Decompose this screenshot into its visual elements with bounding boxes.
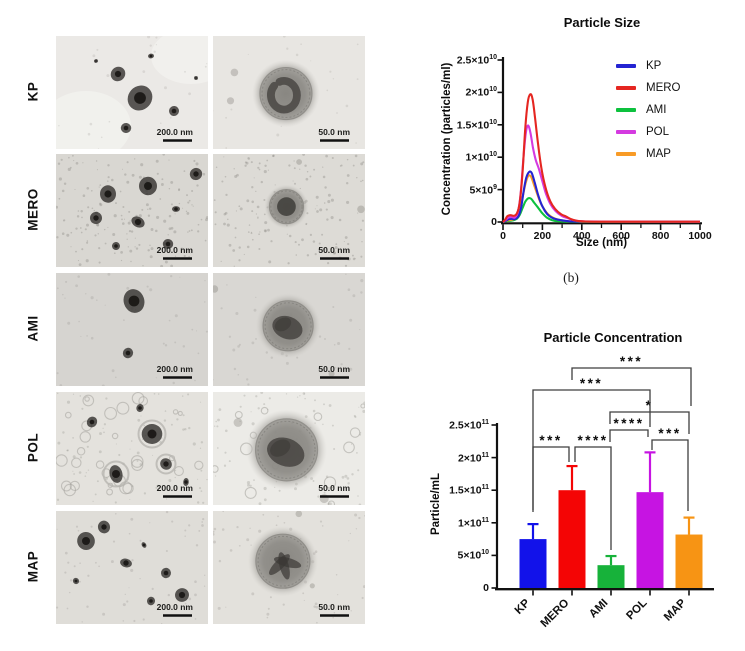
curve-map xyxy=(502,174,700,223)
scale-bar-label: 50.0 nm xyxy=(318,483,350,493)
significance-stars: *** xyxy=(620,354,643,369)
y-tick-label: 1×1011 xyxy=(457,516,489,530)
particle-size-legend: KP MERO AMI POL MAP xyxy=(616,55,681,165)
y-tick-label: 2.5×1011 xyxy=(449,419,489,432)
vesicle-fold xyxy=(270,439,291,457)
particle-size-x-axis-label: Size (nm) xyxy=(575,237,628,249)
bar-mero xyxy=(558,490,586,588)
tem-image-map-50nm xyxy=(213,511,365,624)
tem-row-label-kp: KP xyxy=(25,81,41,101)
scale-bar-label: 200.0 nm xyxy=(156,483,193,493)
legend-label: AMI xyxy=(646,104,667,116)
y-tick-label: 5×1010 xyxy=(457,549,489,562)
y-tick-label: 2×1011 xyxy=(457,451,489,465)
bar-map xyxy=(675,534,703,588)
legend-swatch xyxy=(616,130,636,134)
curve-ami xyxy=(502,197,700,224)
tem-image-mero-200nm xyxy=(56,154,208,267)
legend-label: MERO xyxy=(646,82,681,94)
particle-size-y-axis-label: Concentration (particles/ml) xyxy=(441,62,453,216)
y-tick-label: 2.5×1010 xyxy=(456,54,497,67)
y-tick-label: 0 xyxy=(483,582,489,594)
legend-item-map: MAP xyxy=(616,143,681,165)
bar-pol xyxy=(636,492,664,588)
legend-item-kp: KP xyxy=(616,55,681,77)
tem-image-background xyxy=(56,511,208,624)
scale-bar-label: 50.0 nm xyxy=(318,602,350,612)
tem-image-mero-50nm xyxy=(213,154,365,267)
significance-bracket-pol-map xyxy=(651,439,689,511)
scale-bar-label: 50.0 nm xyxy=(318,127,350,137)
tem-image-ami-50nm xyxy=(213,273,365,386)
x-tick-label: 1000 xyxy=(688,230,712,242)
tem-row-label-mero: MERO xyxy=(25,187,41,231)
scale-bar-label: 50.0 nm xyxy=(318,245,350,255)
legend-swatch xyxy=(616,64,636,68)
legend-label: KP xyxy=(646,60,662,72)
vesicle-fold xyxy=(274,317,292,332)
x-tick-label: 800 xyxy=(651,230,670,242)
y-tick-label: 1.5×1010 xyxy=(456,118,497,132)
particle-size-title: Particle Size xyxy=(563,15,641,30)
y-tick-label: 1×1010 xyxy=(465,151,497,164)
scale-bar-label: 200.0 nm xyxy=(156,602,193,612)
y-tick-label: 2×1010 xyxy=(465,86,497,99)
vesicle-fold xyxy=(277,197,296,216)
legend-label: POL xyxy=(646,126,670,138)
significance-bracket-mero-map xyxy=(571,367,692,406)
bar-kp xyxy=(519,539,547,588)
curve-mero xyxy=(502,93,700,223)
x-tick-label: 0 xyxy=(500,230,506,242)
scale-bar-label: 50.0 nm xyxy=(318,364,350,374)
legend-swatch xyxy=(616,152,636,156)
significance-bracket-ami-pol xyxy=(609,429,649,442)
tem-image-kp-50nm xyxy=(213,36,365,149)
y-tick-label: 5×109 xyxy=(469,183,497,197)
legend-item-mero: MERO xyxy=(616,77,681,99)
bar-ami xyxy=(597,565,625,588)
panel-b-caption: (b) xyxy=(563,270,579,285)
y-tick-label: 0 xyxy=(491,216,497,228)
tem-image-pol-200nm xyxy=(56,392,208,505)
scale-bar-label: 200.0 nm xyxy=(156,364,193,374)
tem-image-pol-50nm xyxy=(213,392,365,505)
significance-stars: *** xyxy=(580,376,603,391)
tem-image-background xyxy=(56,154,208,267)
x-tick-label: 400 xyxy=(573,230,591,242)
legend-item-pol: POL xyxy=(616,121,681,143)
significance-bracket-mero-ami xyxy=(574,446,612,550)
tem-row-label-map: MAP xyxy=(25,550,41,582)
particle-size-chart xyxy=(497,57,702,230)
significance-stars: *** xyxy=(539,433,562,448)
x-tick-label: 600 xyxy=(612,230,630,242)
scale-bar-label: 200.0 nm xyxy=(156,127,193,137)
tem-row-label-pol: POL xyxy=(25,432,41,462)
tem-row-label-ami: AMI xyxy=(25,314,41,342)
vesicle-fold xyxy=(269,554,290,576)
legend-label: MAP xyxy=(646,148,671,160)
particle-concentration-title: Particle Concentration xyxy=(543,330,683,345)
vesicle-fold xyxy=(267,77,301,114)
significance-stars: *** xyxy=(658,426,681,441)
particle-concentration-chart: *** ****************** xyxy=(491,354,714,596)
significance-bracket-kp-pol xyxy=(532,389,651,510)
significance-stars: **** xyxy=(613,416,644,431)
legend-item-ami: AMI xyxy=(616,99,681,121)
y-tick-label: 1.5×1011 xyxy=(449,484,489,497)
scale-bar-label: 200.0 nm xyxy=(156,245,193,255)
significance-stars: **** xyxy=(577,433,608,448)
x-tick-label: 200 xyxy=(533,230,552,242)
tem-image-kp-200nm xyxy=(56,36,208,149)
tem-image-map-200nm xyxy=(56,511,208,624)
legend-swatch xyxy=(616,86,636,90)
significance-stars: * xyxy=(646,398,654,413)
tem-image-ami-200nm xyxy=(56,273,208,386)
legend-swatch xyxy=(616,108,636,112)
